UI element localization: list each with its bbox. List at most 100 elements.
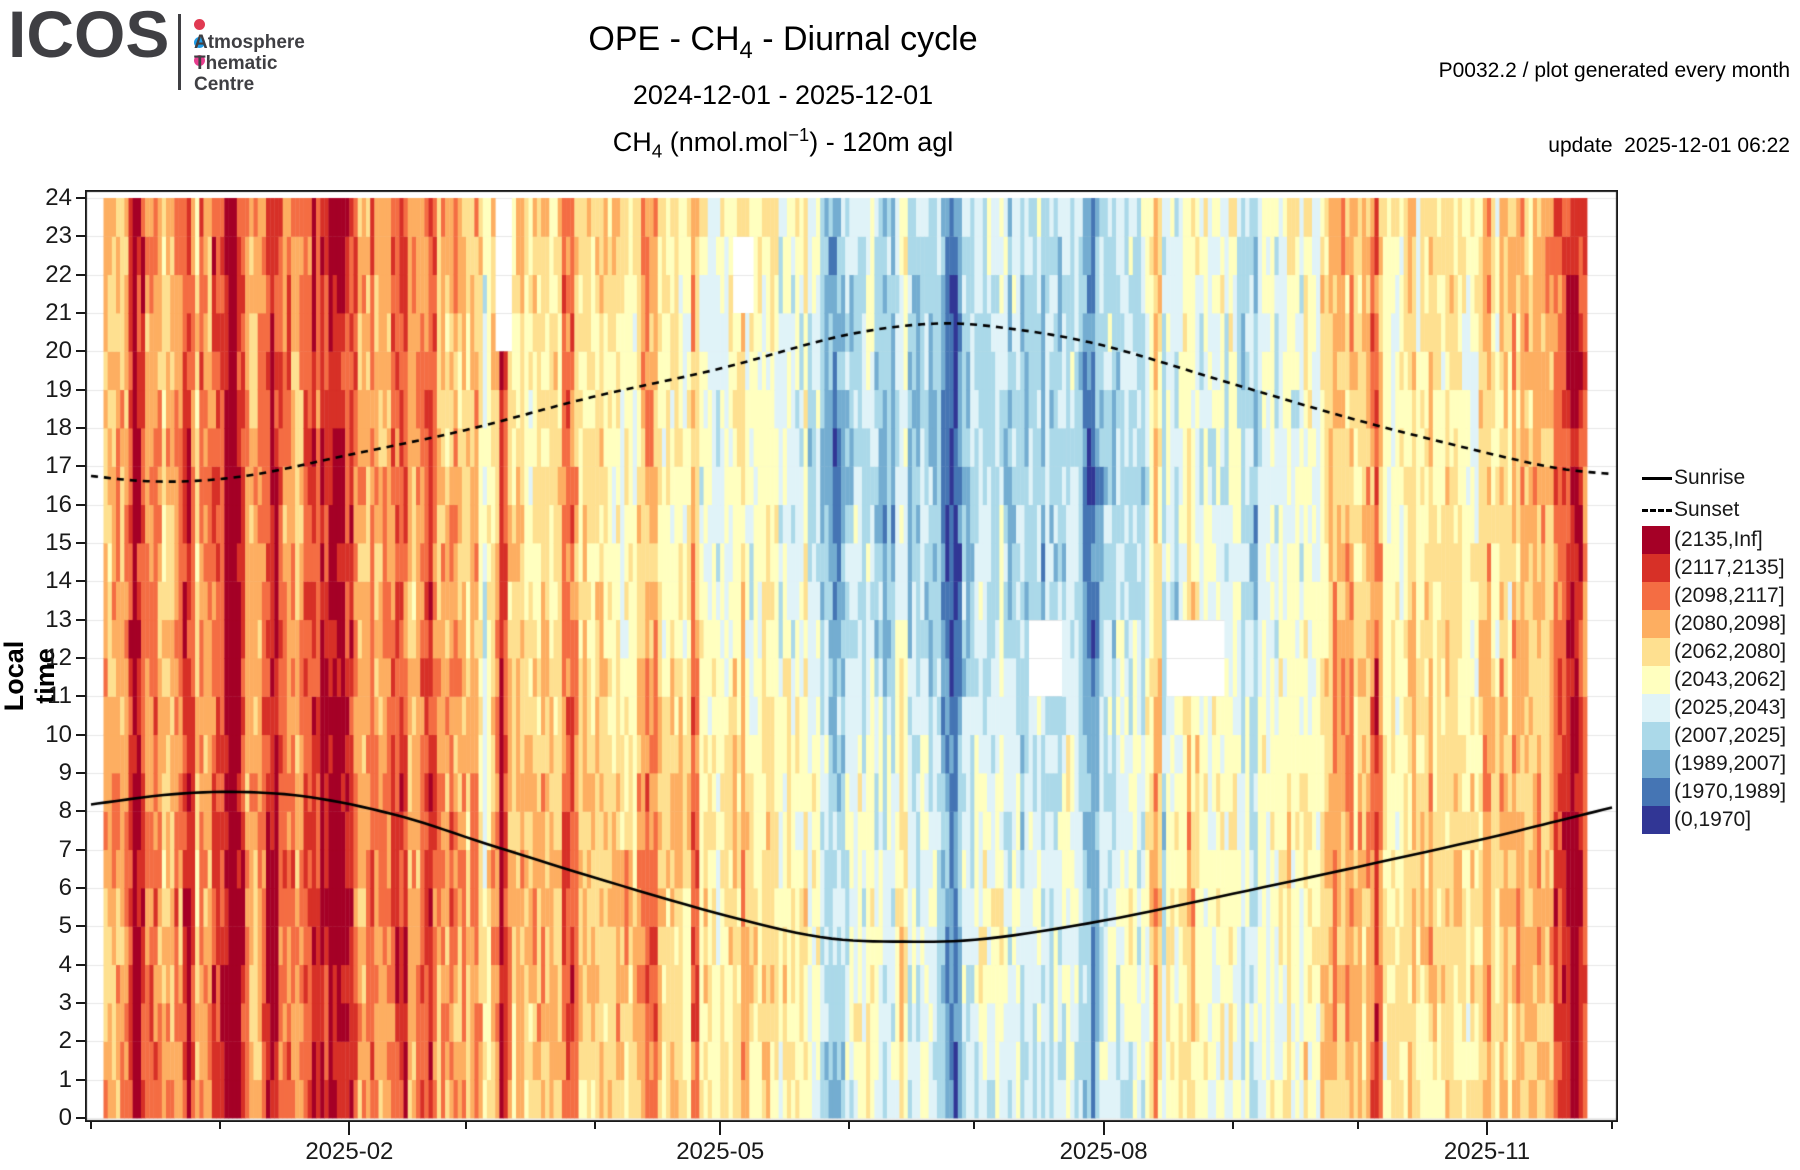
y-axis-tick-label: 21 — [45, 299, 72, 326]
y-axis-tick-label: 9 — [58, 759, 72, 786]
y-axis-tick-label: 3 — [58, 989, 72, 1016]
y-axis-tick-label: 24 — [45, 184, 72, 211]
legend-bin-label: (2007,2025] — [1674, 724, 1787, 747]
y-axis-tick-label: 15 — [45, 529, 72, 556]
x-axis-tick — [719, 1122, 722, 1135]
y-axis-tick-label: 7 — [58, 835, 72, 863]
legend-bin-label: (0,1970] — [1674, 808, 1752, 831]
sunset-dashed-line-icon — [1642, 508, 1672, 512]
y-axis-tick — [76, 810, 85, 813]
y-axis-tick — [76, 772, 85, 774]
y-axis-tick-label: 5 — [58, 912, 72, 940]
legend-bin-row: (2043,2062] — [1642, 666, 1786, 694]
legend-color-bins: (2135,Inf] (2117,2135] (2098,2117] (2080,20… — [1642, 526, 1786, 834]
x-axis-minor-tick — [848, 1122, 851, 1129]
y-axis-tick-label: 20 — [45, 337, 72, 365]
x-axis-tick — [348, 1122, 351, 1135]
meta-update-line: update 2025-12-01 06:22 — [1548, 134, 1790, 157]
x-axis-minor-tick — [219, 1122, 222, 1129]
x-axis-minor-tick — [1611, 1122, 1613, 1129]
y-axis-tick-label: 2 — [58, 1027, 72, 1055]
caption-text-mid: (nmol.mol — [662, 127, 789, 157]
y-axis-tick — [76, 925, 85, 928]
title-subscript: 4 — [739, 36, 753, 64]
logo-dot-red-icon — [194, 19, 205, 30]
legend-bin-label: (1989,2007] — [1674, 752, 1787, 775]
y-axis-tick — [76, 657, 85, 659]
heatmap-canvas — [85, 190, 1618, 1122]
logo-unit-name: Atmosphere Thematic Centre — [194, 32, 305, 95]
legend-bin-swatch — [1642, 582, 1670, 610]
logo-divider — [178, 14, 181, 90]
y-axis-tick — [76, 503, 85, 506]
plot-meta: P0032.2 / plot generated every month upd… — [1439, 8, 1790, 208]
y-axis-tick-label: 13 — [45, 605, 72, 633]
x-axis-tick-label: 2025-02 — [305, 1138, 394, 1165]
caption-text-post: ) - 120m agl — [809, 127, 954, 157]
legend-sunrise-label: Sunrise — [1674, 466, 1746, 489]
meta-version-line: P0032.2 / plot generated every month — [1438, 59, 1790, 82]
legend: Sunrise Sunset (2135,Inf] (2117,2135] (209… — [1642, 462, 1786, 834]
y-axis-tick — [76, 963, 85, 966]
x-axis-tick-label: 2025-08 — [1059, 1138, 1148, 1165]
icos-logo-text: ICOS — [8, 0, 170, 71]
y-axis-tick — [76, 580, 85, 583]
logo-unit-line2: Thematic — [194, 53, 278, 74]
x-axis-minor-tick — [90, 1122, 92, 1129]
y-axis-tick — [76, 887, 85, 889]
y-axis-tick-label: 17 — [45, 452, 72, 480]
title-text: OPE - CH — [588, 20, 740, 58]
y-axis-tick — [76, 350, 85, 353]
legend-bin-label: (2117,2135] — [1674, 556, 1785, 579]
legend-bin-row: (2062,2080] — [1642, 638, 1786, 666]
y-axis-tick — [76, 848, 85, 851]
x-axis-tick-label: 2025-11 — [1443, 1138, 1531, 1165]
y-axis-tick-label: 22 — [45, 260, 72, 288]
y-axis-tick — [76, 465, 85, 468]
legend-bin-row: (2135,Inf] — [1642, 526, 1786, 554]
x-axis-tick — [1485, 1122, 1488, 1135]
date-range-subtitle: 2024-12-01 - 2025-12-01 — [632, 80, 934, 110]
sunrise-line-icon — [1642, 476, 1672, 480]
y-axis-tick — [76, 312, 85, 314]
y-axis-tick-label: 10 — [45, 720, 72, 748]
legend-bin-swatch — [1642, 806, 1670, 834]
y-axis-tick-label: 19 — [45, 375, 72, 403]
y-axis-tick — [76, 427, 85, 429]
logo-dot-blue-icon — [194, 37, 205, 48]
legend-bin-swatch — [1642, 638, 1670, 666]
y-axis-tick — [76, 1117, 85, 1119]
y-axis-tick — [76, 1002, 85, 1004]
legend-bin-label: (2043,2062] — [1674, 668, 1787, 691]
y-axis-tick-label: 18 — [45, 414, 72, 441]
legend-bin-label: (2098,2117] — [1674, 584, 1785, 607]
legend-bin-swatch — [1642, 694, 1670, 722]
legend-bin-swatch — [1642, 722, 1670, 750]
y-axis-tick-label: 16 — [45, 490, 72, 518]
x-axis-tick — [1102, 1122, 1105, 1135]
legend-bin-label: (2135,Inf] — [1674, 528, 1763, 551]
y-axis-tick — [76, 542, 85, 544]
legend-bin-label: (2062,2080] — [1674, 640, 1787, 663]
legend-bin-row: (2117,2135] — [1642, 554, 1786, 582]
legend-bin-swatch — [1642, 526, 1670, 554]
x-axis-minor-tick — [1231, 1122, 1234, 1129]
x-axis-tick-label: 2025-05 — [676, 1138, 765, 1165]
legend-bin-swatch — [1642, 554, 1670, 582]
legend-sunrise-row: Sunrise — [1642, 462, 1786, 494]
legend-bin-row: (2080,2098] — [1642, 610, 1786, 638]
page-title: OPE - CH4 - Diurnal cycle — [0, 20, 1566, 65]
y-axis-title: Local time — [0, 640, 60, 712]
legend-bin-label: (1970,1989] — [1674, 780, 1787, 803]
y-axis-tick-label: 4 — [58, 950, 72, 978]
logo-unit-line1: Atmosphere — [194, 32, 305, 53]
legend-bin-row: (1989,2007] — [1642, 750, 1786, 778]
y-axis-tick — [76, 273, 85, 276]
legend-bin-swatch — [1642, 610, 1670, 638]
legend-bin-row: (0,1970] — [1642, 806, 1786, 834]
logo-dot-pink-icon — [194, 55, 205, 66]
y-axis-tick-label: 6 — [58, 874, 72, 901]
legend-bin-label: (2080,2098] — [1674, 612, 1787, 635]
caption-superscript: −1 — [788, 124, 810, 145]
y-axis-tick — [76, 695, 85, 698]
